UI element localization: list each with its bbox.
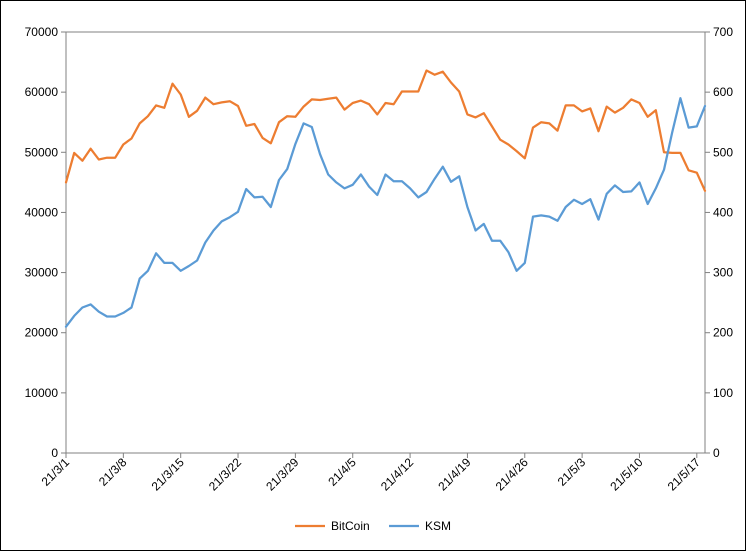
y2-tick-label: 500: [713, 145, 733, 159]
x-tick-label: 21/3/15: [149, 455, 187, 493]
y-tick-label: 40000: [25, 205, 59, 219]
y-tick-label: 50000: [25, 145, 59, 159]
y2-tick-label: 100: [713, 386, 733, 400]
y2-tick-label: 0: [713, 446, 720, 460]
y2-tick-label: 700: [713, 25, 733, 39]
y-tick-label: 60000: [25, 85, 59, 99]
chart-axes: 0 10000 20000 30000 40000 50000 60000 70000 0 100…: [25, 25, 734, 493]
chart-lines: [64, 69, 707, 328]
x-tick-label: 21/3/22: [206, 455, 244, 493]
x-tick-label: 21/3/1: [39, 455, 73, 489]
y-tick-label: 30000: [25, 266, 59, 280]
x-tick-label: 21/5/17: [665, 455, 703, 493]
y2-tick-label: 600: [713, 85, 733, 99]
y2-tick-label: 200: [713, 326, 733, 340]
x-tick-label: 21/5/3: [555, 455, 589, 489]
y-tick-label: 70000: [25, 25, 59, 39]
x-tick-label: 21/4/12: [378, 455, 416, 493]
x-tick-label: 21/4/26: [493, 455, 531, 493]
x-tick-label: 21/5/10: [607, 455, 645, 493]
x-tick-label: 21/3/29: [263, 455, 301, 493]
series-line-ksm: [64, 97, 707, 328]
legend-label-ksm: KSM: [425, 519, 451, 533]
x-tick-label: 21/4/19: [435, 455, 473, 493]
legend-label-bitcoin: BitCoin: [331, 519, 370, 533]
x-tick-label: 21/4/5: [325, 455, 359, 489]
y2-tick-label: 300: [713, 266, 733, 280]
x-tick-label: 21/3/8: [96, 455, 130, 489]
y2-tick-label: 400: [713, 205, 733, 219]
y-tick-label: 10000: [25, 386, 59, 400]
series-line-bitcoin: [64, 69, 707, 192]
y-tick-label: 0: [51, 446, 58, 460]
plot-area-border: [65, 31, 706, 454]
y-tick-label: 20000: [25, 326, 59, 340]
chart-legend: BitCoin KSM: [295, 519, 451, 533]
